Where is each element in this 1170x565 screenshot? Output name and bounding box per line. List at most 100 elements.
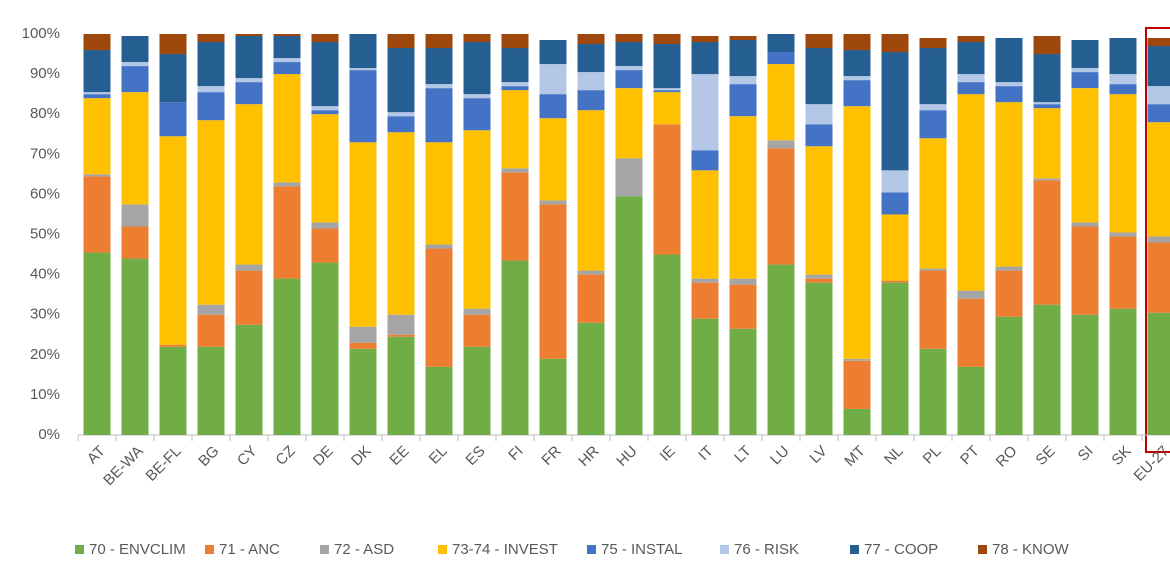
bar-segment — [160, 102, 187, 136]
x-tick-label: PL — [920, 443, 945, 468]
bar-segment — [768, 64, 795, 140]
bar-segment — [160, 345, 187, 347]
bar-segment — [1148, 46, 1170, 86]
bar-segment — [1072, 68, 1099, 72]
bar-segment — [692, 319, 719, 435]
bar-segment — [654, 90, 681, 92]
bar-segment — [502, 82, 529, 86]
bar-segment — [312, 114, 339, 222]
y-tick-label: 50% — [30, 225, 60, 242]
bar-segment — [122, 226, 149, 258]
x-tick-label: DE — [310, 443, 337, 470]
bar-segment — [312, 106, 339, 110]
legend-label: 76 - RISK — [734, 541, 799, 558]
bar-segment — [464, 98, 491, 130]
bar-segment — [844, 106, 871, 359]
x-tick-label: EE — [386, 443, 412, 469]
bar-segment — [236, 104, 263, 264]
x-tick-label: HU — [613, 443, 640, 470]
bar-segment — [844, 359, 871, 361]
bar-segment — [844, 361, 871, 409]
bar-segment — [464, 34, 491, 42]
bar-segment — [1034, 36, 1061, 54]
y-tick-label: 100% — [22, 25, 60, 42]
x-tick-label: ES — [462, 443, 488, 469]
legend-label: 71 - ANC — [219, 541, 280, 558]
bar-segment — [692, 36, 719, 42]
legend-swatch — [850, 545, 859, 554]
bar-segment — [198, 315, 225, 347]
bar-segment — [502, 86, 529, 90]
bar-segment — [84, 174, 111, 176]
bar-segment — [768, 52, 795, 64]
bar-segment — [540, 118, 567, 200]
x-tick-label: SE — [1032, 443, 1058, 469]
bar-segment — [312, 263, 339, 435]
x-tick-label: FR — [538, 442, 564, 468]
bar-segment — [654, 88, 681, 90]
bar-segment — [806, 279, 833, 283]
bar-segment — [274, 34, 301, 36]
bar-segment — [616, 196, 643, 435]
bar-segment — [920, 48, 947, 104]
x-tick-label: IE — [657, 443, 679, 465]
bar-segment — [388, 315, 415, 335]
bar-segment — [882, 192, 909, 214]
bar-segment — [388, 112, 415, 116]
bar-segment — [1072, 72, 1099, 88]
bar-segment — [806, 275, 833, 279]
bar-segment — [198, 305, 225, 315]
bar-segment — [1072, 88, 1099, 222]
bar-segment — [1072, 226, 1099, 314]
y-tick-label: 70% — [30, 145, 60, 162]
bar-segment — [198, 92, 225, 120]
legend-label: 75 - INSTAL — [601, 541, 682, 558]
bar-segment — [768, 140, 795, 148]
x-tick-label: FI — [505, 443, 526, 464]
x-tick-label: LT — [731, 443, 755, 467]
bar-segment — [426, 88, 453, 142]
bar-segment — [502, 48, 529, 82]
bar-segment — [122, 92, 149, 204]
bar-segment — [806, 48, 833, 104]
bar-segment — [540, 40, 567, 64]
x-tick-label: BE-FL — [143, 443, 185, 485]
legend-label: 70 - ENVCLIM — [89, 541, 186, 558]
x-tick-label: PT — [957, 443, 983, 469]
bar-segment — [502, 168, 529, 172]
bar-segment — [958, 36, 985, 42]
x-tick-label: EL — [426, 443, 451, 468]
bar-segment — [236, 78, 263, 82]
bar-segment — [464, 130, 491, 308]
bar-segment — [844, 76, 871, 80]
bar-segment — [236, 325, 263, 435]
bar-segment — [160, 54, 187, 102]
bar-segment — [1110, 38, 1137, 74]
x-tick-label: SK — [1108, 443, 1134, 469]
bar-segment — [844, 80, 871, 106]
bar-segment — [958, 367, 985, 435]
bar-segment — [540, 94, 567, 118]
bar-segment — [882, 281, 909, 283]
bar-segment — [1148, 313, 1170, 435]
x-tick-label: RO — [993, 443, 1021, 471]
bar-segment — [350, 34, 377, 68]
bar-segment — [616, 70, 643, 88]
x-tick-label: CZ — [272, 443, 298, 469]
x-tick-label: DK — [348, 443, 375, 470]
bar-segment — [502, 172, 529, 260]
bar-segment — [388, 34, 415, 48]
bar-segment — [426, 367, 453, 435]
bar-segment — [730, 36, 757, 40]
x-tick-label: LU — [767, 443, 793, 469]
legend-label: 77 - COOP — [864, 541, 938, 558]
bar-segment — [616, 42, 643, 66]
bar-segment — [692, 74, 719, 150]
bar-segment — [198, 34, 225, 42]
bar-segment — [540, 359, 567, 435]
bar-segment — [806, 34, 833, 48]
x-tick-label: MT — [841, 443, 868, 470]
bar-segment — [312, 222, 339, 228]
bar-segment — [920, 38, 947, 48]
